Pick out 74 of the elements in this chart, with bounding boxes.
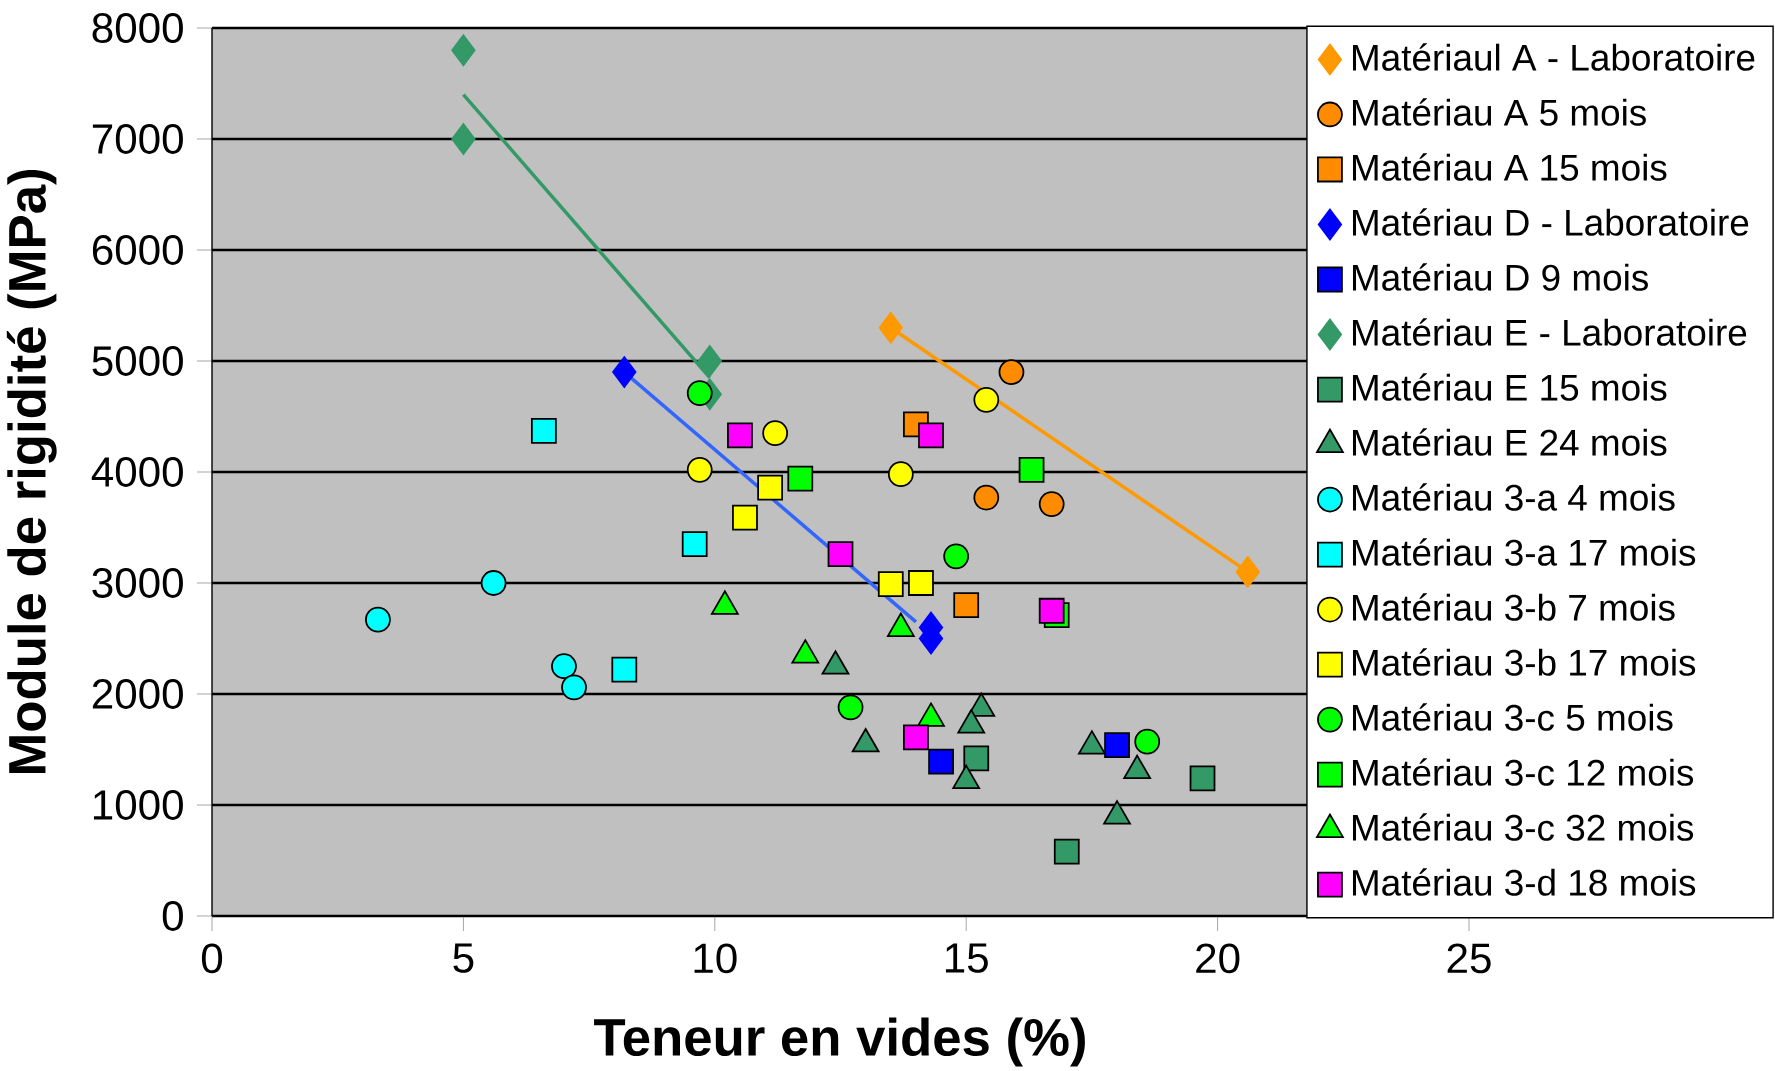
point xyxy=(877,571,904,597)
x-tick-label: 5 xyxy=(453,943,474,973)
point xyxy=(681,531,708,558)
point xyxy=(1053,838,1080,865)
point xyxy=(686,380,713,407)
y-tick-label: 2000 xyxy=(92,679,183,709)
point xyxy=(928,748,954,775)
point xyxy=(787,465,814,492)
point xyxy=(963,745,990,772)
legend-label: Matériau 3-a 4 mois xyxy=(1352,483,1675,511)
point xyxy=(1235,556,1260,588)
point xyxy=(998,359,1025,385)
point xyxy=(973,484,1000,511)
legend-label: Matériau 3-c 32 mois xyxy=(1352,813,1694,841)
y-tick-label: 8000 xyxy=(92,13,183,43)
point xyxy=(451,34,476,67)
x-tick-label: 15 xyxy=(945,943,988,973)
legend-label: Matériaul A - Laboratoire xyxy=(1352,43,1755,71)
point xyxy=(943,543,970,570)
point xyxy=(451,123,476,155)
y-tick-label: 0 xyxy=(162,901,183,931)
point xyxy=(551,653,577,680)
point xyxy=(887,461,914,488)
legend-label: Matériau 3-c 5 mois xyxy=(1352,703,1673,731)
point xyxy=(757,474,783,501)
point xyxy=(953,592,980,619)
x-tick-label: 0 xyxy=(201,943,223,974)
point xyxy=(837,694,864,721)
x-tick-label: 10 xyxy=(694,943,737,974)
y-tick-label: 7000 xyxy=(92,124,183,154)
legend-label: Matériau E 24 mois xyxy=(1352,428,1667,456)
y-tick-label: 5000 xyxy=(92,346,183,376)
y-tick-label: 6000 xyxy=(92,235,183,265)
point xyxy=(1134,728,1161,755)
x-tick-label: 20 xyxy=(1196,943,1240,974)
y-tick-label: 1000 xyxy=(93,790,183,820)
legend-label: Matériau D - Laboratoire xyxy=(1352,208,1749,236)
legend-label: Matériau E 15 mois xyxy=(1352,373,1667,401)
point xyxy=(727,422,753,449)
y-tick-label: 3000 xyxy=(92,568,183,598)
point xyxy=(762,420,789,447)
point xyxy=(732,504,758,531)
point xyxy=(686,456,713,483)
point xyxy=(530,418,557,444)
point xyxy=(365,606,391,633)
point xyxy=(561,674,587,701)
point xyxy=(1104,732,1130,758)
x-axis-title: Teneur en vides (%) xyxy=(594,1017,1085,1067)
point xyxy=(612,356,637,388)
legend-label: Matériau A 5 mois xyxy=(1352,98,1646,126)
legend-label: Matériau 3-b 7 mois xyxy=(1352,593,1675,621)
point xyxy=(908,570,934,596)
point xyxy=(1189,765,1216,792)
point xyxy=(611,656,638,683)
legend-label: Matériau 3-b 17 mois xyxy=(1352,648,1696,676)
legend-label: Matériau E - Laboratoire xyxy=(1352,318,1747,346)
legend-label: Matériau A 15 mois xyxy=(1352,153,1667,181)
point xyxy=(1018,456,1045,483)
legend-label: Matériau 3-a 17 mois xyxy=(1352,538,1696,566)
point xyxy=(973,386,1000,413)
point xyxy=(480,570,507,596)
point xyxy=(903,724,929,751)
point xyxy=(1038,491,1065,518)
point xyxy=(827,541,854,568)
point xyxy=(697,345,722,377)
point xyxy=(918,422,944,449)
point xyxy=(878,311,903,344)
x-tick-label: 25 xyxy=(1447,943,1491,974)
point xyxy=(1038,597,1065,624)
y-tick-label: 4000 xyxy=(91,457,183,487)
legend-label: Matériau 3-c 12 mois xyxy=(1352,758,1694,786)
legend-label: Matériau 3-d 18 mois xyxy=(1352,868,1696,896)
y-axis-title: Module de rigidité (MPa) xyxy=(6,170,57,774)
legend-label: Matériau D 9 mois xyxy=(1352,263,1648,291)
